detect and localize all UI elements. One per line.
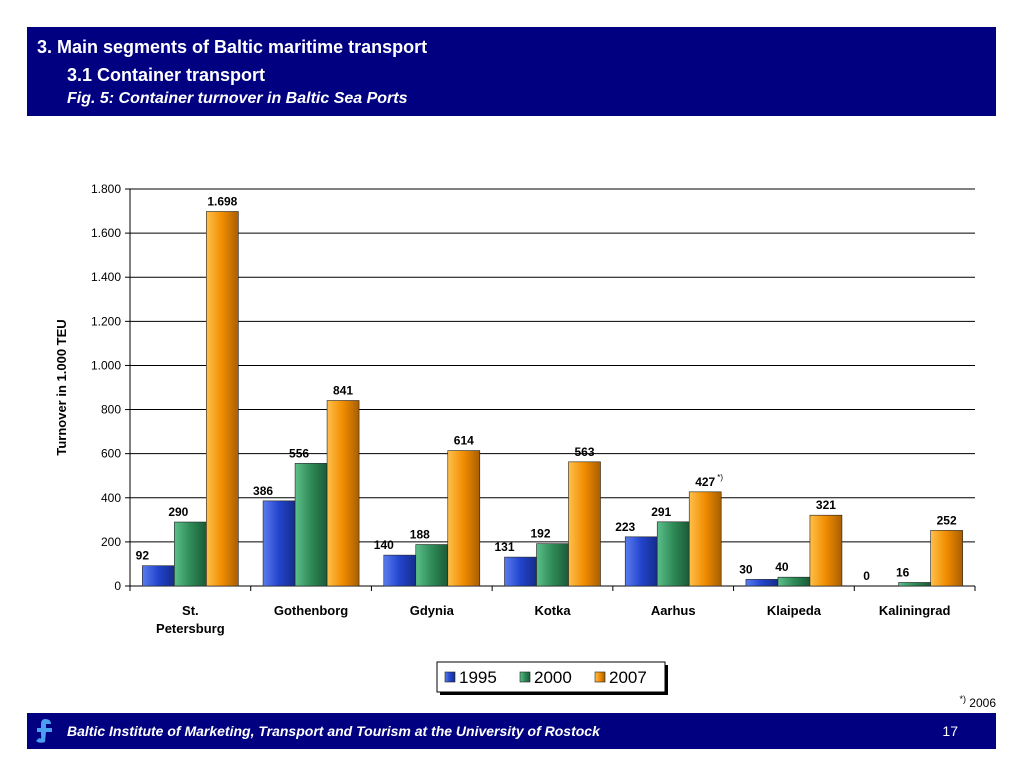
data-label: 140: [374, 538, 394, 552]
y-tick-label: 1.000: [91, 358, 121, 372]
x-tick-label: St.: [182, 603, 199, 618]
bar-1995: [262, 500, 296, 587]
bar-1995: [624, 536, 658, 587]
bar-2007: [568, 461, 601, 587]
legend-swatch-2007: [594, 671, 606, 683]
footer-banner: Baltic Institute of Marketing, Transport…: [27, 713, 996, 749]
data-label: 40: [775, 560, 789, 574]
legend-label-1995: 1995: [459, 668, 497, 687]
bar-1995: [142, 565, 175, 587]
bar-1995: [504, 556, 537, 587]
footnote-mark: *): [959, 694, 966, 704]
subsection-title: 3.1 Container transport: [67, 65, 266, 85]
x-tick-label: Kaliningrad: [879, 603, 951, 618]
data-label: 192: [530, 527, 550, 541]
y-axis-label: Turnover in 1.000 TEU: [54, 319, 69, 455]
bar-1995: [383, 554, 417, 587]
data-label: 30: [739, 562, 753, 576]
x-tick-label: Klaipeda: [767, 603, 822, 618]
y-tick-label: 1.800: [91, 182, 121, 196]
bar-2007: [809, 514, 843, 587]
data-label: 223: [615, 520, 635, 534]
data-label: 92: [136, 549, 150, 563]
x-tick-label: Petersburg: [156, 621, 225, 636]
data-label: 291: [651, 505, 671, 519]
footer-institute-name: Baltic Institute of Marketing, Transport…: [67, 723, 600, 739]
bar-2000: [656, 521, 690, 587]
data-label: 841: [333, 384, 353, 398]
data-label: 321: [816, 498, 836, 512]
data-label: 290: [168, 505, 188, 519]
section-title: 3. Main segments of Baltic maritime tran…: [37, 37, 428, 57]
footnote: *) 2006: [959, 694, 996, 710]
figure-caption: Fig. 5: Container turnover in Baltic Sea…: [67, 90, 408, 107]
institute-logo-icon: [36, 719, 52, 743]
footnote-text: 2006: [965, 696, 996, 710]
data-label: 252: [937, 513, 957, 527]
legend-label-2007: 2007: [609, 668, 647, 687]
bar-2007: [930, 530, 963, 587]
data-label: 563: [574, 445, 594, 459]
bar-2007: [326, 400, 360, 587]
y-tick-label: 600: [101, 447, 121, 461]
bar-2000: [536, 543, 569, 587]
bar-2007: [206, 211, 239, 587]
x-tick-label: Gothenborg: [274, 603, 348, 618]
data-label: 386: [253, 484, 273, 498]
data-label: 188: [410, 528, 430, 542]
y-tick-label: 1.400: [91, 270, 121, 284]
x-tick-label: Gdynia: [410, 603, 455, 618]
bar-2000: [898, 582, 931, 587]
y-tick-label: 0: [114, 579, 121, 593]
x-tick-label: Aarhus: [651, 603, 696, 618]
bar-2000: [777, 576, 811, 587]
data-label: 131: [494, 540, 514, 554]
legend-swatch-2000: [519, 671, 531, 683]
legend: [436, 661, 666, 693]
legend-label-2000: 2000: [534, 668, 572, 687]
y-tick-label: 800: [101, 403, 121, 417]
data-label: 0: [863, 569, 870, 583]
title-banner: 3. Main segments of Baltic maritime tran…: [27, 27, 996, 116]
y-tick-label: 1.600: [91, 226, 121, 240]
y-tick-label: 200: [101, 535, 121, 549]
data-label: 16: [896, 565, 910, 579]
data-label: 427: [695, 475, 715, 489]
bar-2000: [294, 463, 328, 587]
bar-chart: 02004006008001.0001.2001.4001.6001.800Tu…: [54, 182, 976, 695]
data-label: 614: [454, 434, 474, 448]
page-number: 17: [942, 723, 958, 739]
y-tick-label: 1.200: [91, 314, 121, 328]
bar-2007: [447, 450, 481, 587]
bar-2007: [688, 491, 722, 587]
bar-2000: [174, 521, 207, 587]
data-label: 1.698: [207, 194, 237, 208]
legend-swatch-1995: [444, 671, 456, 683]
x-tick-label: Kotka: [534, 603, 571, 618]
data-label: 556: [289, 446, 309, 460]
bar-2000: [415, 544, 449, 587]
bar-1995: [745, 579, 779, 587]
data-annotation: *): [717, 473, 723, 482]
y-tick-label: 400: [101, 491, 121, 505]
